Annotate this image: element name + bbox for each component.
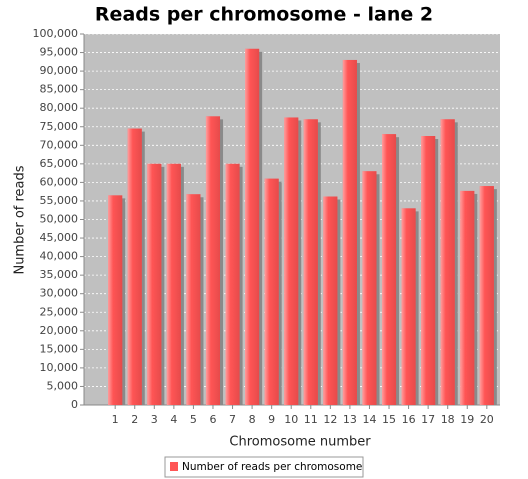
bar-highlight [303,119,318,405]
y-tick-label: 75,000 [40,120,79,133]
x-tick-label: 18 [441,413,455,426]
y-tick-label: 10,000 [40,361,79,374]
y-tick-label: 30,000 [40,287,79,300]
x-tick-label: 20 [480,413,494,426]
bar-highlight [205,116,221,405]
y-tick-label: 45,000 [40,231,79,244]
y-tick-label: 0 [71,398,78,411]
x-tick-label: 9 [268,413,275,426]
x-tick-label: 11 [304,413,318,426]
x-tick-label: 5 [190,413,197,426]
bar-highlight [342,59,357,405]
y-tick-label: 40,000 [40,250,79,263]
bar-highlight [479,186,494,405]
bar-highlight [108,195,123,405]
x-axis-label: Chromosome number [229,435,371,450]
y-tick-label: 100,000 [33,27,79,40]
bar-highlight [284,117,299,405]
x-tick-label: 2 [131,413,138,426]
legend: Number of reads per chromosome [164,456,364,478]
bar-highlight [147,163,162,405]
bar-highlight [225,163,240,405]
y-tick-label: 20,000 [40,324,79,337]
bar-highlight [186,194,201,405]
y-tick-label: 35,000 [40,268,79,281]
y-tick-label: 55,000 [40,194,79,207]
bar-highlight [362,171,377,405]
x-tick-label: 13 [343,413,357,426]
x-tick-label: 1 [112,413,119,426]
bar-highlight [264,178,279,405]
y-tick-label: 95,000 [40,46,79,59]
bar-highlight [323,196,338,405]
y-tick-label: 5,000 [47,379,79,392]
y-tick-label: 65,000 [40,157,79,170]
y-tick-label: 85,000 [40,83,79,96]
legend-swatch [170,462,178,471]
x-tick-label: 12 [323,413,337,426]
y-tick-label: 90,000 [40,64,79,77]
x-tick-label: 7 [229,413,236,426]
y-tick-label: 50,000 [40,213,79,226]
x-tick-label: 6 [209,413,216,426]
legend-label: Number of reads per chromosome [182,461,362,473]
bar-highlight [166,163,181,405]
bar-highlight [127,128,142,406]
bar-highlight [421,136,436,405]
x-tick-label: 16 [402,413,416,426]
bar-highlight [381,134,397,406]
bar-highlight [440,119,455,405]
x-tick-label: 15 [382,413,396,426]
y-tick-label: 80,000 [40,101,79,114]
chart-title: Reads per chromosome - lane 2 [95,4,433,26]
bar-highlight [460,190,475,405]
bar-highlight [245,48,260,406]
y-tick-label: 70,000 [40,138,79,151]
x-tick-label: 3 [151,413,158,426]
x-tick-label: 4 [170,413,177,426]
x-tick-label: 10 [284,413,298,426]
y-axis-label: Number of reads [13,165,28,274]
x-tick-label: 19 [460,413,474,426]
x-tick-label: 8 [249,413,256,426]
x-tick-label: 14 [362,413,376,426]
x-tick-label: 17 [421,413,435,426]
legend-box [164,456,364,478]
y-tick-label: 60,000 [40,175,79,188]
bar-highlight [401,208,416,405]
y-tick-label: 25,000 [40,305,79,318]
y-tick-label: 15,000 [40,342,79,355]
